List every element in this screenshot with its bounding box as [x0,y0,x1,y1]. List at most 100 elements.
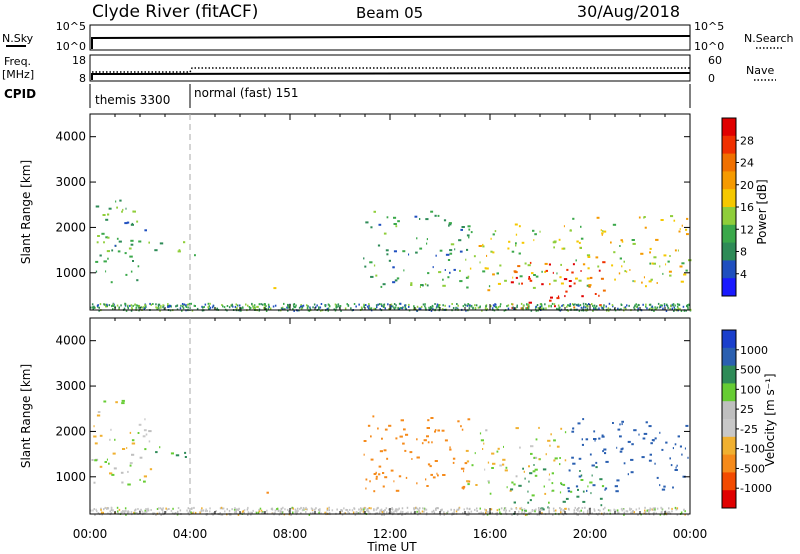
ground-scatter-cell [355,511,358,514]
ground-scatter-cell [239,304,241,307]
echo-cell [582,418,585,421]
date-title: 30/Aug/2018 [577,2,680,21]
ground-scatter-cell [327,303,330,306]
ground-scatter-cell [645,305,647,308]
ground-scatter-cell [673,306,675,309]
echo-cell [108,207,112,210]
ground-scatter-cell [293,305,295,308]
echo-cell [136,279,139,282]
ground-scatter-cell [394,509,396,512]
ground-scatter-cell [376,507,378,510]
echo-cell [571,456,574,459]
x-tick-label: 20:00 [573,527,608,541]
ground-scatter-cell [418,511,420,514]
ground-scatter-cell [94,513,96,516]
ground-scatter-cell [353,507,356,510]
echo-cell [612,223,617,226]
echo-cell [511,481,514,484]
ground-scatter-cell [623,306,625,309]
echo-cell [184,456,187,458]
ground-scatter-cell [536,513,539,516]
x-tick-labels: 00:00 04:00 08:00 12:00 16:00 20:00 00:00 [73,527,708,541]
echo-cell [381,437,383,440]
y-tick-label: 4000 [55,334,86,348]
echo-cell [373,264,376,267]
echo-cell [430,417,434,419]
ground-scatter-cell [105,303,107,306]
echo-cell [532,286,536,289]
ground-scatter-cell [463,508,465,511]
echo-cell [120,471,124,474]
ground-scatter-cell [633,511,635,514]
ground-scatter-cell [319,509,321,512]
ground-scatter-cell [436,303,439,306]
echo-cell [442,278,444,281]
ground-scatter-cell [93,305,95,308]
ground-scatter-cell [521,307,524,310]
ground-scatter-cell [263,306,265,309]
echo-cell [665,263,667,266]
ground-scatter-cell [337,303,340,306]
ground-scatter-cell [485,305,487,308]
ground-scatter-cell [601,306,603,309]
ground-scatter-cell [343,512,346,515]
echo-cell [560,282,564,285]
ground-scatter-cell [620,304,623,306]
ground-scatter-cell [256,305,258,308]
echo-cell [194,254,196,257]
ground-scatter-cell [294,508,297,511]
echo-cell [399,435,403,438]
ground-scatter-cell [150,303,152,306]
ground-scatter-cell [125,509,127,512]
ground-scatter-cell [324,304,326,307]
ground-scatter-cell [560,511,562,514]
echo-cell [643,432,648,435]
ground-scatter-cell [261,303,264,306]
echo-cell [382,283,386,286]
ground-scatter-cell [281,306,284,309]
ground-scatter-cell [226,305,229,307]
echo-cell [392,266,394,269]
ground-scatter-cell [634,308,636,311]
ground-scatter-cell [257,511,260,514]
ground-scatter-cell [165,510,167,513]
ground-scatter-cell [505,509,507,512]
echo-cell [427,441,430,444]
echo-cell [106,250,110,253]
echo-cell [568,469,571,472]
ground-scatter-cell [475,304,478,307]
echo-cell [527,490,529,493]
echo-cell [421,442,424,445]
ground-scatter-cell [387,303,389,306]
echo-cell [114,438,116,441]
ground-scatter-cell [663,303,666,306]
echo-cell [148,430,152,433]
echo-cell [544,492,547,495]
ground-scatter-cell [98,306,100,309]
ground-scatter-cell [545,307,547,310]
ground-scatter-cell [538,507,540,509]
echo-cell [686,233,689,236]
echo-cell [535,275,539,278]
ground-scatter-cell [272,305,275,308]
ground-scatter-cell [190,507,193,510]
echo-cell [577,422,581,425]
colorbar-swatch [722,224,736,244]
echo-cell [612,422,614,424]
echo-cell [143,480,146,483]
ground-scatter-cell [333,308,335,311]
ground-scatter-cell [538,513,540,516]
ground-scatter-cell [585,303,587,306]
ground-scatter-cell [646,509,648,512]
ground-scatter-cell [418,508,420,511]
echo-cell [548,263,551,266]
echo-cell [512,303,514,306]
echo-cell [447,259,451,261]
ground-scatter-cell [238,507,240,510]
echo-cell [487,289,491,292]
echo-cell [144,418,146,421]
ground-scatter-cell [120,304,122,307]
echo-cell [411,458,413,460]
ground-scatter-cell [593,308,595,310]
